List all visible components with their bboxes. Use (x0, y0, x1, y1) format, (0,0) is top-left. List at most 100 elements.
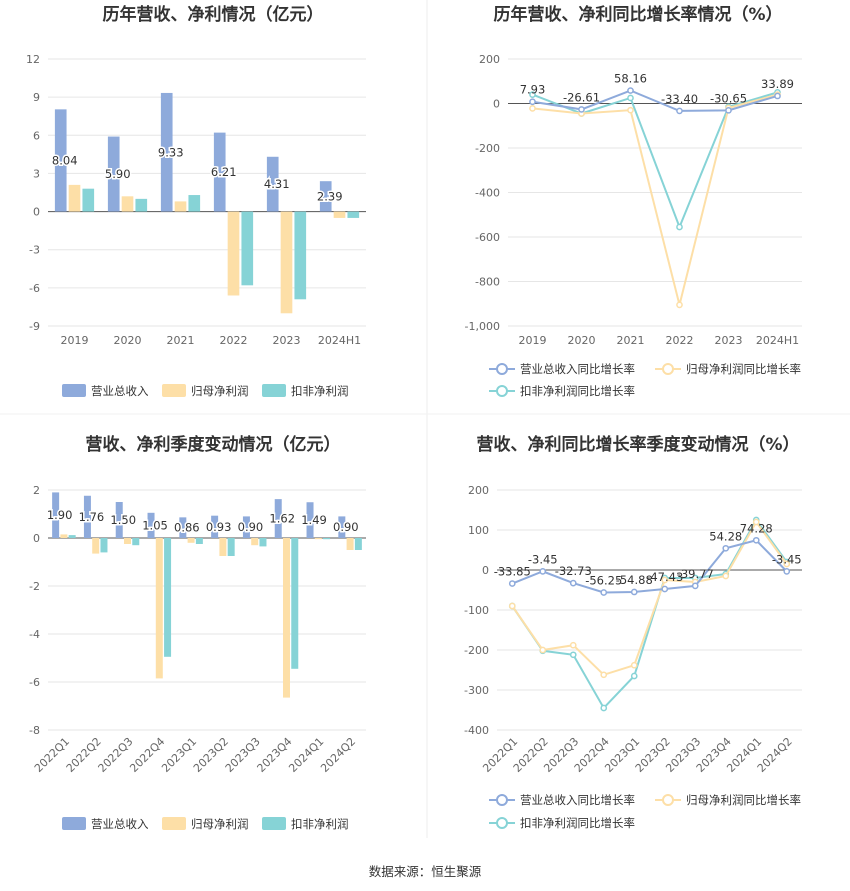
bar (179, 517, 187, 538)
data-point (529, 91, 536, 98)
series-line (532, 93, 778, 306)
y-tick-label: 100 (468, 524, 489, 537)
bar (174, 201, 187, 212)
data-label: 74.28 (740, 521, 773, 535)
y-tick-label: -6 (29, 676, 40, 689)
data-label: -3.45 (528, 552, 558, 566)
series-line (511, 520, 788, 676)
x-tick-label: 2021 (617, 334, 645, 347)
series-line (532, 89, 778, 112)
data-label: 8.04 (52, 153, 78, 167)
data-point (676, 107, 683, 115)
bar (241, 211, 254, 286)
data-point (630, 661, 638, 669)
bar (227, 211, 240, 296)
data-label: 9.33 (158, 145, 184, 159)
data-label: 1.90 (47, 508, 73, 522)
legend-swatch (62, 384, 86, 397)
data-label: -33.85 (494, 565, 531, 579)
legend-swatch-marker (496, 817, 508, 829)
data-point (676, 301, 683, 309)
legend-label: 营业总收入 (91, 817, 149, 831)
legend-label: 归母净利润同比增长率 (686, 793, 801, 807)
annual-growth-rate-line-chart: 历年营收、净利同比增长率情况（%） 200 0 -200 -400 -600 -800 -1,… (465, 4, 802, 398)
y-tick-label: 6 (33, 129, 40, 142)
x-tick-label: 2023 (715, 334, 743, 347)
bar (124, 538, 131, 544)
data-point (752, 536, 760, 544)
y-tick-label: -200 (475, 142, 500, 155)
data-point (600, 589, 608, 596)
bar (115, 502, 123, 538)
bar (274, 499, 282, 538)
bar (280, 211, 293, 314)
data-label: -39.77 (677, 567, 714, 581)
y-tick-label: -2 (29, 580, 40, 593)
y-tick-label: 0 (33, 206, 40, 219)
data-point (529, 98, 536, 106)
legend-swatch-marker (662, 794, 674, 806)
x-tick-label: 2020 (568, 334, 596, 347)
y-tick-label: 12 (26, 53, 40, 66)
legend-swatch (162, 384, 186, 397)
data-label: 5.90 (105, 167, 131, 181)
x-tick-label: 2021 (167, 334, 195, 347)
data-label: -54.88 (616, 573, 653, 587)
y-tick-label: -800 (475, 276, 500, 289)
series-line (511, 539, 788, 594)
y-tick-label: 3 (33, 167, 40, 180)
bar (283, 538, 290, 698)
data-label: -30.65 (710, 91, 747, 105)
data-point (508, 602, 516, 610)
bar (291, 538, 299, 669)
bar (54, 109, 67, 212)
data-point (661, 576, 669, 584)
bar (259, 538, 267, 547)
data-point (569, 651, 577, 659)
bar (68, 535, 76, 538)
data-point (627, 87, 634, 94)
y-tick-label: 2 (33, 484, 40, 497)
data-point (600, 704, 608, 712)
bar (354, 538, 362, 550)
legend-swatch (262, 817, 286, 830)
data-point (691, 582, 699, 590)
data-label: -33.40 (661, 92, 698, 106)
y-tick-label: -600 (475, 231, 500, 244)
legend-swatch-marker (496, 385, 508, 397)
bar (219, 538, 227, 556)
data-label: -32.73 (555, 564, 592, 578)
data-label: 58.16 (614, 72, 647, 86)
legend-swatch-marker (662, 363, 674, 375)
legend-swatch (162, 817, 186, 830)
data-label: 1.62 (269, 512, 295, 526)
quarterly-revenue-profit-bar-chart: 营收、净利季度变动情况（亿元）20-2-4-6-82022Q12022Q2202… (29, 434, 366, 831)
data-label: 54.28 (709, 529, 742, 543)
data-point (600, 671, 608, 679)
data-point (569, 641, 577, 649)
y-tick-label: 0 (493, 98, 500, 111)
legend-swatch-marker (496, 363, 508, 375)
data-label: -47.43 (646, 570, 683, 584)
y-tick-label: 0 (482, 564, 489, 577)
legend-label: 归母净利润 (191, 817, 249, 831)
data-label: 4.31 (264, 177, 290, 191)
data-label: 1.50 (110, 513, 136, 527)
data-point (661, 585, 669, 593)
annual-revenue-profit-bar-chart: 历年营收、净利情况（亿元） 12 9 6 3 0 -3 -6 -9 2019 2020 2021 202… (26, 4, 366, 398)
x-tick-label: 2019 (519, 334, 547, 347)
data-point (627, 94, 634, 102)
legend-label: 扣非净利润 (291, 384, 349, 398)
bar (211, 515, 219, 538)
y-tick-label: -400 (475, 187, 500, 200)
y-tick-label: 200 (468, 484, 489, 497)
y-tick-label: 200 (479, 53, 500, 66)
x-tick-label: 2020 (114, 334, 142, 347)
data-label: -56.25 (585, 574, 622, 588)
data-label: 7.93 (520, 83, 546, 97)
bar (306, 502, 314, 538)
data-point (774, 92, 781, 100)
bar (155, 538, 163, 679)
x-tick-label: 2024H1 (318, 334, 361, 347)
data-point (783, 560, 791, 568)
